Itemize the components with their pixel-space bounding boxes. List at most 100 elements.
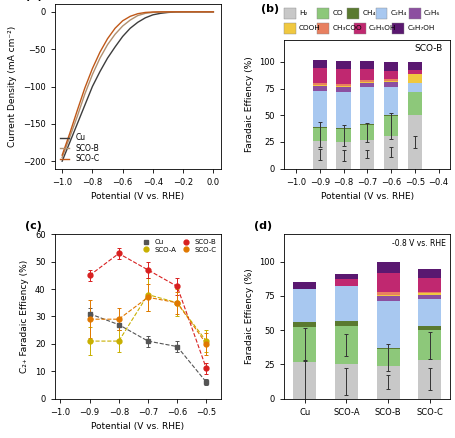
SCO-B xyxy=(112,32,118,37)
Cu xyxy=(105,56,110,61)
Bar xyxy=(335,326,358,364)
Bar xyxy=(313,60,327,68)
SCO-B xyxy=(211,9,216,14)
Line: SCO-C: SCO-C xyxy=(62,12,213,155)
Bar xyxy=(384,81,398,82)
SCO-C xyxy=(135,11,141,16)
Cu xyxy=(173,9,178,14)
SCO-B xyxy=(142,11,148,16)
Bar xyxy=(384,71,398,79)
Cu xyxy=(90,84,95,89)
Y-axis label: Faradaic Effiency (%): Faradaic Effiency (%) xyxy=(245,57,254,152)
Bar xyxy=(313,86,327,91)
Bar xyxy=(418,326,441,330)
Bar xyxy=(384,115,398,116)
Y-axis label: Faradaic Effiency (%): Faradaic Effiency (%) xyxy=(245,268,254,364)
Bar xyxy=(360,61,374,69)
Text: (b): (b) xyxy=(261,4,279,14)
SCO-C xyxy=(203,9,208,14)
Cu xyxy=(203,9,208,14)
Cu xyxy=(75,121,80,127)
SCO-C xyxy=(120,18,126,24)
Cu xyxy=(135,20,141,25)
Bar xyxy=(336,69,351,84)
SCO-C xyxy=(60,152,65,158)
Bar xyxy=(418,278,441,292)
SCO-B xyxy=(180,9,186,14)
SCO-C xyxy=(158,9,163,14)
SCO-C xyxy=(127,14,133,19)
Bar xyxy=(336,142,351,169)
SCO-C xyxy=(173,9,178,14)
Bar xyxy=(408,74,422,83)
Bar xyxy=(360,82,374,83)
SCO-B xyxy=(97,56,103,61)
Bar xyxy=(408,92,422,115)
Cu xyxy=(97,69,103,74)
Text: C₂H₆: C₂H₆ xyxy=(424,11,440,16)
Cu xyxy=(112,44,118,49)
Bar xyxy=(418,360,441,399)
Bar xyxy=(313,85,327,86)
Cu xyxy=(211,9,216,14)
Bar xyxy=(313,127,327,128)
Text: (c): (c) xyxy=(25,221,41,231)
Bar xyxy=(377,272,399,292)
Bar xyxy=(418,292,441,293)
Cu xyxy=(142,15,148,21)
Bar xyxy=(313,83,327,85)
Bar xyxy=(409,7,420,19)
Bar xyxy=(377,262,399,272)
SCO-C xyxy=(82,85,87,91)
Cu xyxy=(127,26,133,31)
Text: H₂: H₂ xyxy=(299,11,308,16)
SCO-C xyxy=(90,66,95,71)
Bar xyxy=(377,348,399,350)
SCO-C xyxy=(180,9,186,14)
Legend: Cu, SCO-B, SCO-C: Cu, SCO-B, SCO-C xyxy=(58,132,101,165)
Cu xyxy=(165,10,171,15)
Bar xyxy=(335,274,358,279)
Bar xyxy=(336,84,351,86)
SCO-C xyxy=(196,9,201,14)
Bar xyxy=(376,7,387,19)
Bar xyxy=(293,328,316,362)
SCO-B xyxy=(165,9,171,14)
SCO-B xyxy=(75,114,80,119)
SCO-B xyxy=(127,18,133,23)
SCO-C xyxy=(75,108,80,113)
Cu xyxy=(150,12,156,18)
Bar xyxy=(408,62,422,71)
Bar xyxy=(318,7,329,19)
Text: CH₃COO: CH₃COO xyxy=(332,25,362,32)
Bar xyxy=(293,362,316,399)
Bar xyxy=(384,116,398,135)
Bar xyxy=(335,321,358,326)
SCO-B xyxy=(135,13,141,18)
Bar xyxy=(360,69,374,80)
Bar xyxy=(313,68,327,83)
Bar xyxy=(384,135,398,169)
Text: -0.8 V vs. RHE: -0.8 V vs. RHE xyxy=(392,239,445,248)
Bar xyxy=(360,140,374,169)
Bar xyxy=(418,295,441,299)
SCO-C xyxy=(165,9,171,14)
Bar xyxy=(336,128,351,129)
Text: COOH: COOH xyxy=(299,25,321,32)
SCO-B xyxy=(158,9,163,14)
SCO-B xyxy=(82,92,87,97)
Bar xyxy=(384,82,398,88)
Bar xyxy=(360,80,374,82)
SCO-C xyxy=(211,9,216,14)
Text: (a): (a) xyxy=(25,0,42,1)
SCO-B xyxy=(120,23,126,28)
Text: SCO-B: SCO-B xyxy=(414,44,442,53)
Text: CH₄: CH₄ xyxy=(362,11,376,16)
Bar xyxy=(347,7,359,19)
SCO-C xyxy=(188,9,193,14)
Bar xyxy=(313,128,327,141)
Cu xyxy=(180,9,186,14)
Y-axis label: Current Density (mA cm⁻²): Current Density (mA cm⁻²) xyxy=(8,26,17,147)
Cu xyxy=(188,9,193,14)
SCO-B xyxy=(203,9,208,14)
